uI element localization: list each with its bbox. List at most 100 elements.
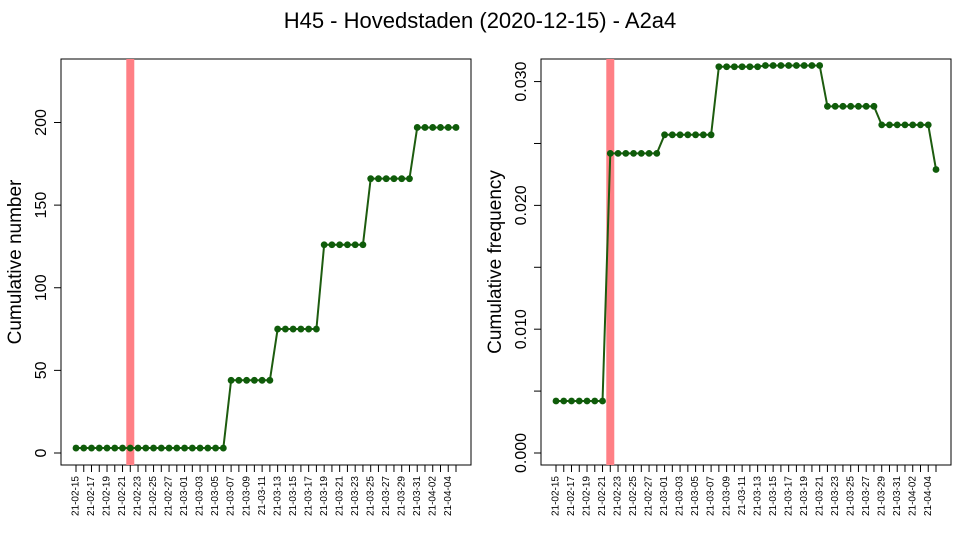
data-point bbox=[165, 444, 173, 452]
y-tick-label: 200 bbox=[33, 109, 50, 136]
x-tick-label: 21-02-23 bbox=[133, 476, 144, 516]
data-point bbox=[668, 131, 676, 139]
x-tick-label: 21-03-19 bbox=[799, 476, 810, 516]
x-tick-label: 21-02-17 bbox=[86, 476, 97, 516]
x-tick-label: 21-02-17 bbox=[566, 476, 577, 516]
x-tick-label: 21-03-31 bbox=[412, 476, 423, 516]
data-point bbox=[382, 175, 390, 183]
left-panel-cumulative-number: 0 50 100 150 200 Cumulative number 21-02-15 21-… bbox=[5, 58, 472, 516]
data-point bbox=[313, 325, 320, 333]
data-point bbox=[444, 124, 452, 131]
data-point bbox=[800, 62, 808, 69]
data-point bbox=[80, 444, 88, 452]
data-point bbox=[793, 62, 800, 69]
data-point bbox=[614, 149, 622, 157]
data-point bbox=[289, 325, 297, 333]
data-point bbox=[375, 175, 382, 183]
data-point bbox=[893, 121, 901, 129]
x-tick-label: 21-04-02 bbox=[427, 476, 438, 516]
data-point bbox=[281, 325, 289, 333]
data-point bbox=[754, 63, 762, 71]
x-tick-label: 21-02-15 bbox=[551, 476, 562, 516]
data-point bbox=[637, 149, 645, 157]
data-point bbox=[924, 121, 932, 129]
x-tick-label: 21-03-11 bbox=[737, 476, 748, 516]
data-point bbox=[344, 241, 351, 249]
data-point bbox=[831, 102, 839, 110]
data-point bbox=[150, 444, 157, 452]
x-tick-label: 21-03-09 bbox=[721, 476, 732, 516]
data-point bbox=[870, 102, 878, 110]
data-point bbox=[878, 121, 886, 129]
x-tick-label: 21-03-01 bbox=[179, 476, 190, 516]
data-point bbox=[599, 397, 606, 405]
data-point bbox=[855, 102, 862, 110]
plot-frame bbox=[540, 58, 952, 466]
x-tick-label: 21-03-15 bbox=[288, 476, 299, 516]
data-point bbox=[173, 444, 181, 452]
data-point bbox=[134, 444, 142, 452]
data-point bbox=[250, 376, 258, 384]
x-tick-label: 21-03-23 bbox=[830, 476, 841, 516]
data-point bbox=[157, 444, 165, 452]
data-point bbox=[560, 397, 568, 405]
x-tick-label: 21-03-19 bbox=[319, 476, 330, 516]
x-tick-label: 21-03-05 bbox=[210, 476, 221, 516]
data-point bbox=[785, 62, 793, 69]
x-tick-label: 21-03-27 bbox=[861, 476, 872, 516]
y-tick-label: 0.000 bbox=[513, 433, 530, 473]
x-tick-label: 21-02-27 bbox=[164, 476, 175, 516]
y-tick-label: 0 bbox=[33, 448, 50, 457]
data-point bbox=[808, 62, 816, 69]
y-tick-label: 0.020 bbox=[513, 185, 530, 225]
data-point bbox=[351, 241, 359, 249]
data-point bbox=[336, 241, 344, 249]
y-tick-label: 100 bbox=[33, 274, 50, 301]
data-point bbox=[406, 175, 413, 183]
y-tick-label: 150 bbox=[33, 192, 50, 219]
x-tick-label: 21-03-31 bbox=[892, 476, 903, 516]
x-tick-label: 21-02-25 bbox=[628, 476, 639, 516]
x-tick-label: 21-03-01 bbox=[659, 476, 670, 516]
x-tick-label: 21-03-09 bbox=[241, 476, 252, 516]
x-tick-label: 21-04-04 bbox=[443, 476, 454, 516]
data-point bbox=[188, 444, 196, 452]
data-point bbox=[297, 325, 305, 333]
x-tick-label: 21-03-25 bbox=[845, 476, 856, 516]
data-point bbox=[390, 175, 398, 183]
data-point bbox=[429, 124, 437, 131]
data-point bbox=[126, 444, 134, 452]
x-tick-label: 21-03-13 bbox=[752, 476, 763, 516]
x-tick-label: 21-03-29 bbox=[396, 476, 407, 516]
data-point bbox=[274, 325, 282, 333]
x-tick-label: 21-03-07 bbox=[226, 476, 237, 516]
x-tick-label: 21-03-25 bbox=[365, 476, 376, 516]
data-point bbox=[862, 102, 870, 110]
x-tick-label: 21-02-19 bbox=[582, 476, 593, 516]
data-point bbox=[413, 124, 421, 131]
data-point bbox=[692, 131, 699, 139]
data-point bbox=[630, 149, 637, 157]
data-point bbox=[575, 397, 583, 405]
data-point bbox=[661, 131, 668, 139]
data-point bbox=[917, 121, 924, 129]
data-point bbox=[653, 149, 661, 157]
x-tick-label: 21-03-11 bbox=[257, 476, 268, 516]
data-point bbox=[901, 121, 909, 129]
data-point bbox=[111, 444, 119, 452]
data-point bbox=[398, 175, 406, 183]
data-point bbox=[142, 444, 150, 452]
data-point bbox=[622, 149, 630, 157]
data-point bbox=[699, 131, 707, 139]
data-point bbox=[266, 376, 274, 384]
data-point bbox=[816, 62, 824, 69]
data-point bbox=[676, 131, 684, 139]
data-point bbox=[886, 121, 893, 129]
data-point bbox=[707, 131, 715, 139]
data-point bbox=[684, 131, 692, 139]
data-point bbox=[359, 241, 367, 249]
data-point bbox=[591, 397, 599, 405]
data-point bbox=[738, 63, 746, 71]
data-point bbox=[568, 397, 575, 405]
